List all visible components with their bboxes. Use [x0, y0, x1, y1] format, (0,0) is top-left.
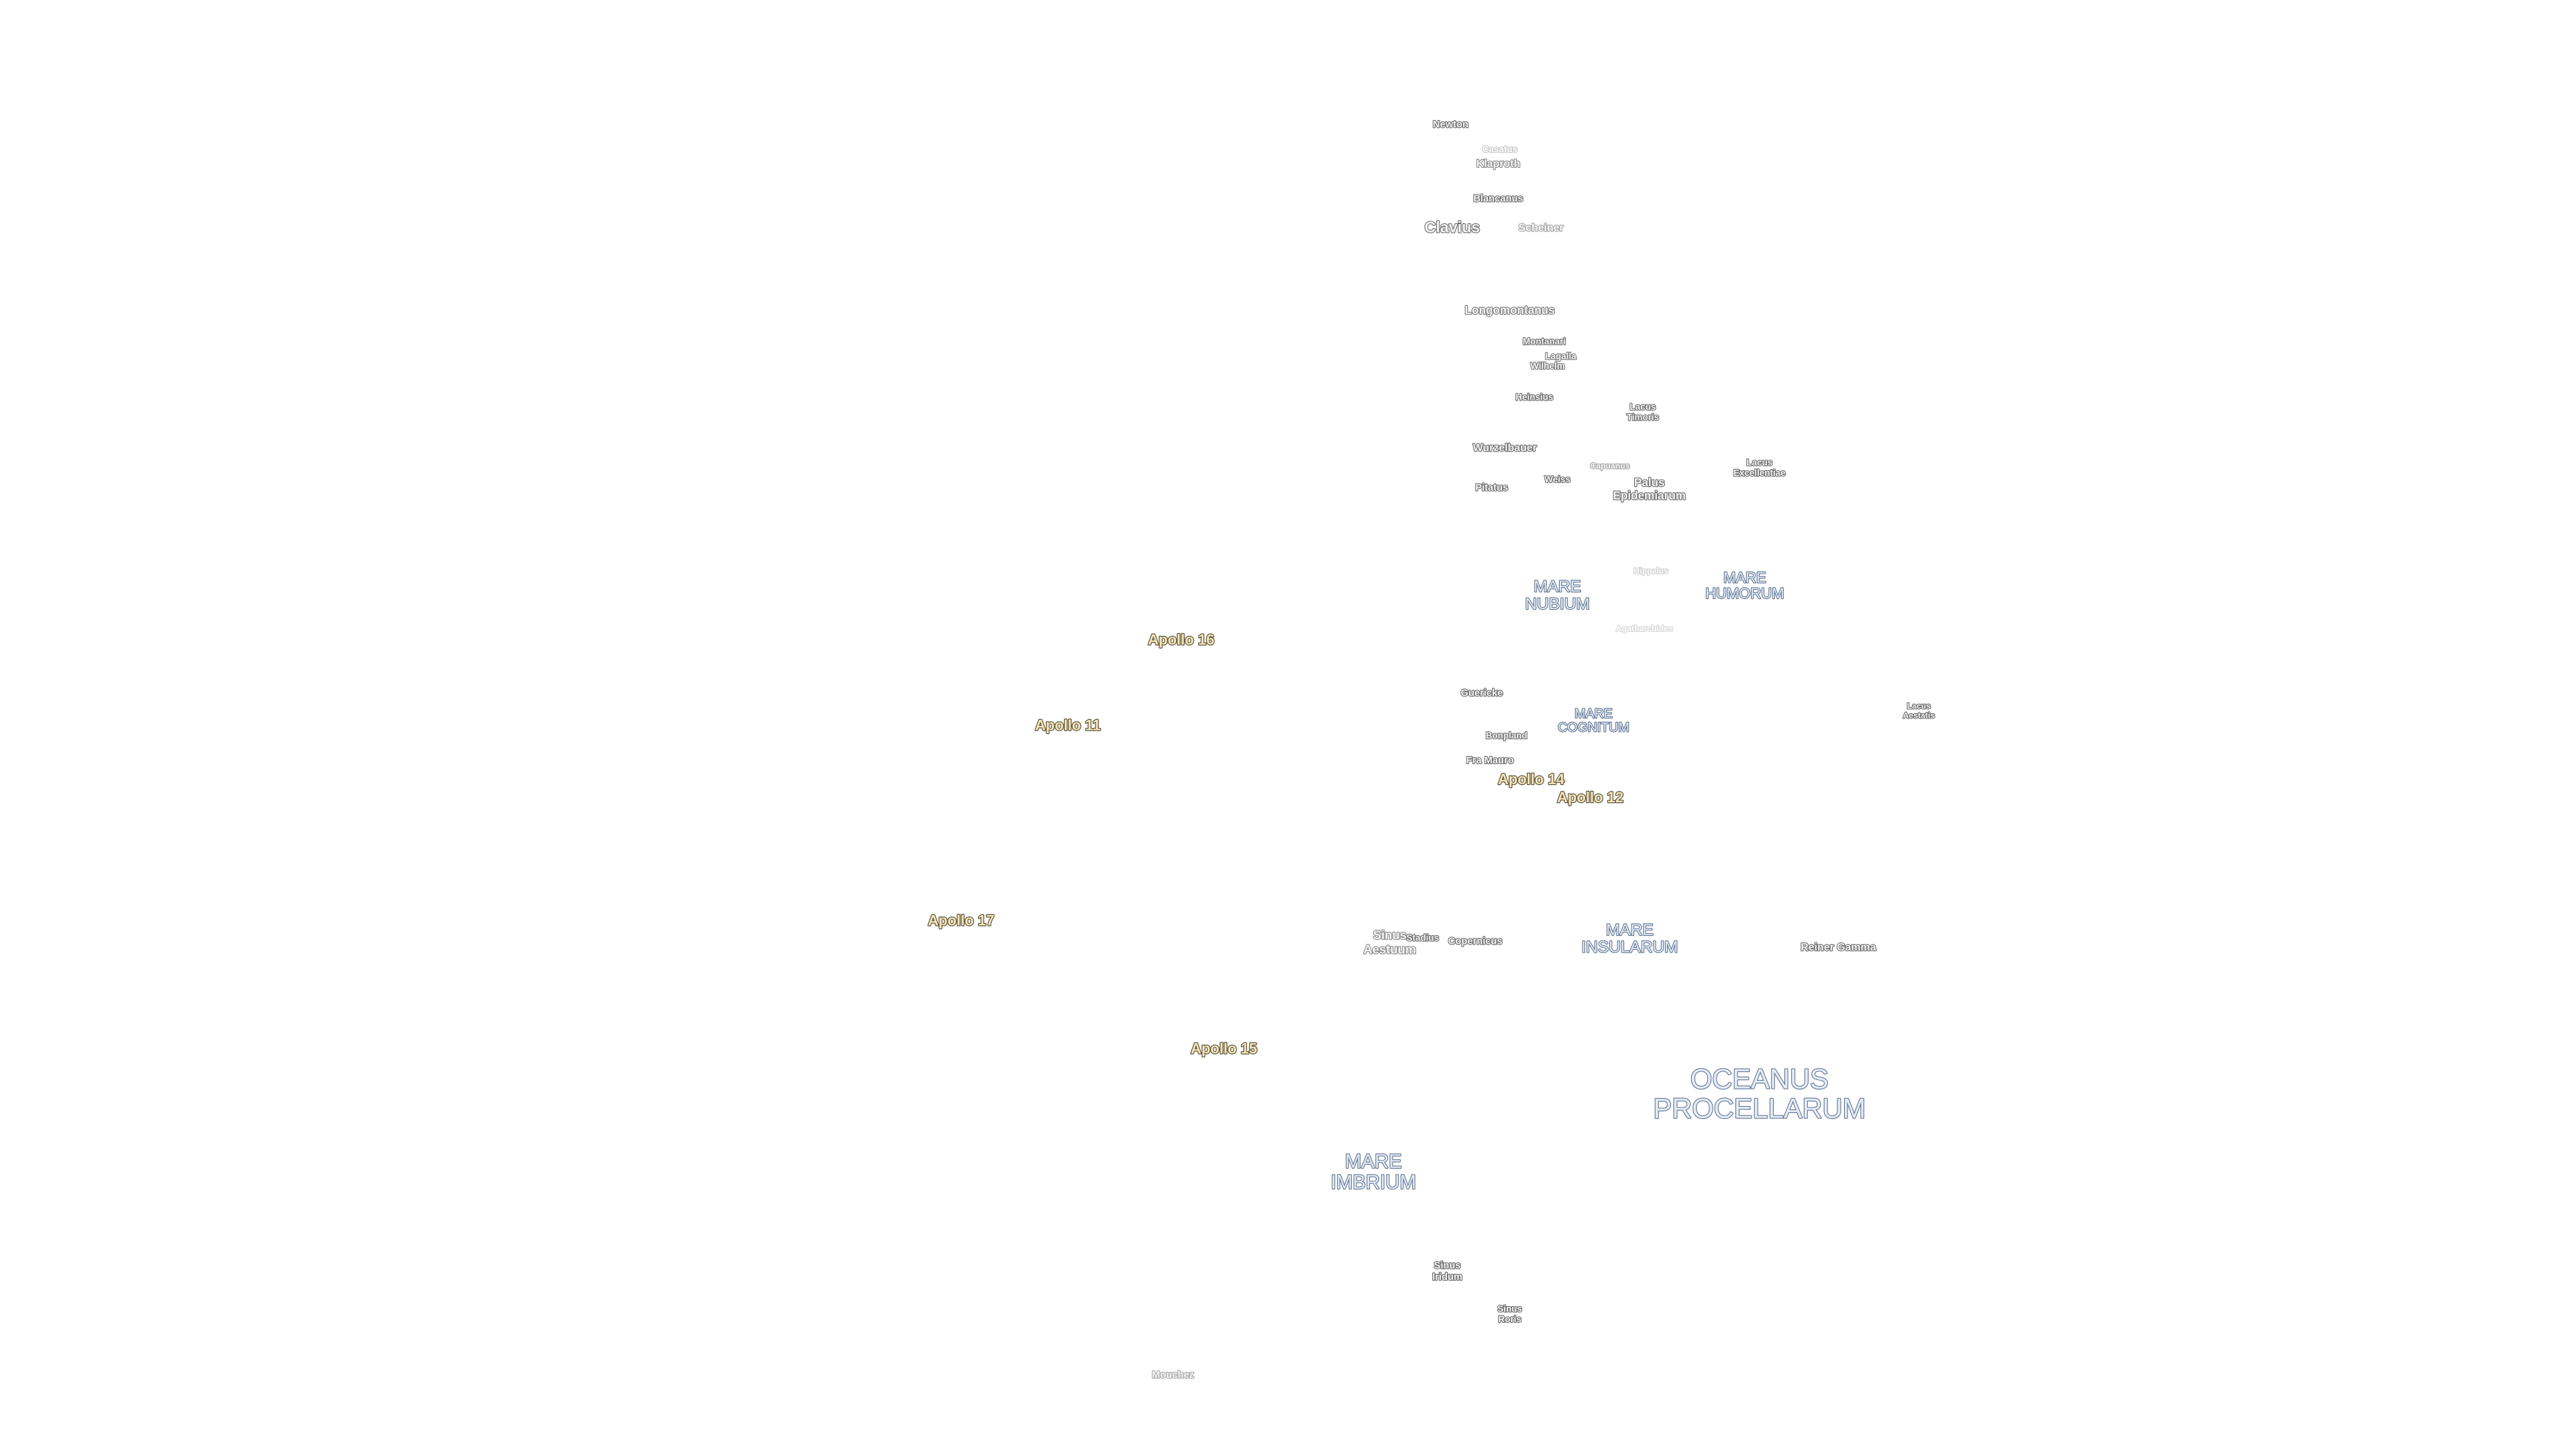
feature-label-line: Bonpland	[1486, 731, 1527, 741]
feature-label: Montanari	[1523, 336, 1566, 346]
feature-label-line: Lagalla	[1545, 351, 1576, 361]
feature-label-line: Klaproth	[1477, 158, 1520, 170]
feature-label: Copernicus	[1448, 936, 1503, 947]
mare-label-line: MARE	[1606, 921, 1654, 939]
feature-label-line: Palus	[1634, 475, 1665, 488]
mare-label-line: COGNITUM	[1558, 720, 1629, 735]
mare-label: MARE NUBIUM	[1525, 578, 1590, 614]
feature-label: Weiss	[1544, 474, 1570, 484]
feature-label-line: Lacus	[1746, 458, 1772, 468]
feature-label: Newton	[1433, 119, 1468, 130]
mare-label-line: PROCELLARUM	[1653, 1092, 1866, 1124]
feature-label: Palus Epidemiarum	[1613, 475, 1686, 502]
feature-label-line: Iridum	[1432, 1272, 1462, 1283]
feature-label-line: Aestatis	[1903, 711, 1935, 720]
feature-label-line: Lacus	[1630, 402, 1656, 412]
feature-label-line: Sinus	[1497, 1303, 1522, 1313]
feature-label: Mouchez	[1152, 1370, 1194, 1381]
feature-label: Heinsius	[1515, 392, 1553, 402]
feature-label: Guericke	[1461, 688, 1503, 698]
feature-label-line: Sinus	[1434, 1260, 1461, 1271]
feature-label-line: Reiner Gamma	[1801, 942, 1876, 953]
feature-label-line: Newton	[1433, 119, 1468, 130]
mare-label: MARE COGNITUM	[1558, 706, 1629, 735]
feature-label: Hippalus	[1633, 566, 1668, 576]
feature-label-line: Aestuum	[1364, 942, 1417, 956]
mare-label-line: NUBIUM	[1525, 595, 1590, 613]
apollo-site-label: Apollo 16	[1148, 631, 1214, 648]
mare-label-line: MARE	[1723, 570, 1766, 586]
mare-label-line: MARE	[1574, 706, 1613, 721]
feature-label: Fra Mauro	[1466, 755, 1514, 766]
feature-label-line: Heinsius	[1515, 392, 1553, 402]
mare-label-line: MARE	[1534, 578, 1581, 596]
feature-label-line: Casatus	[1483, 144, 1517, 154]
mare-label-line: MARE	[1345, 1150, 1402, 1173]
feature-label-line: Agatharchides	[1616, 624, 1673, 633]
mare-label-line: OCEANUS	[1690, 1063, 1829, 1095]
feature-label-line: Scheiner	[1519, 223, 1564, 234]
feature-label-line: Fra Mauro	[1466, 755, 1514, 766]
apollo-site-label: Apollo 14	[1498, 771, 1565, 788]
feature-label: Lagalla	[1545, 351, 1576, 361]
feature-label-line: Lacus	[1907, 702, 1931, 711]
feature-label: Stadius	[1407, 932, 1440, 943]
feature-label: Sinus Aestuum	[1364, 928, 1417, 956]
feature-label-line: Blancanus	[1473, 193, 1523, 204]
feature-label: Reiner Gamma	[1801, 942, 1876, 953]
feature-label: Blancanus	[1473, 193, 1523, 204]
apollo-site-label: Apollo 17	[928, 912, 994, 929]
feature-label-line: Wilhelm	[1530, 361, 1564, 371]
feature-label: Wurzelbauer	[1473, 443, 1537, 454]
feature-label-line: Pitatus	[1475, 482, 1508, 493]
feature-label-line: Capuanus	[1590, 462, 1629, 471]
feature-label-line: Epidemiarum	[1613, 488, 1686, 502]
apollo-site-label: Apollo 12	[1557, 789, 1623, 806]
feature-label-line: Montanari	[1523, 336, 1566, 346]
feature-label-line: Sinus	[1373, 928, 1407, 942]
feature-label: Scheiner	[1519, 223, 1564, 234]
feature-label-line: Excellentiae	[1733, 468, 1786, 478]
mare-label-line: INSULARUM	[1581, 938, 1678, 957]
feature-label: Bonpland	[1486, 731, 1527, 741]
feature-label-line: Longomontanus	[1465, 303, 1555, 316]
feature-label-line: Clavius	[1425, 219, 1481, 236]
feature-label-line: Mouchez	[1152, 1370, 1194, 1381]
mare-label-line: IMBRIUM	[1331, 1171, 1416, 1193]
feature-label-line: Wurzelbauer	[1473, 443, 1537, 454]
feature-label-line: Copernicus	[1448, 936, 1503, 947]
feature-label: Lacus Timoris	[1627, 402, 1659, 422]
feature-label-line: Stadius	[1407, 932, 1440, 943]
feature-label: Lacus Excellentiae	[1733, 458, 1786, 478]
feature-label: Casatus	[1483, 144, 1517, 154]
feature-label-line: Roris	[1498, 1313, 1521, 1324]
mare-label: OCEANUS PROCELLARUM	[1653, 1063, 1866, 1124]
feature-label: Clavius	[1425, 219, 1481, 236]
feature-label: Lacus Aestatis	[1903, 702, 1935, 720]
feature-label: Longomontanus	[1465, 303, 1555, 316]
feature-label: Sinus Iridum	[1432, 1260, 1462, 1283]
feature-label: Wilhelm	[1530, 361, 1564, 371]
feature-label-line: Hippalus	[1633, 566, 1668, 576]
mare-label: MARE HUMORUM	[1705, 570, 1784, 602]
mare-label-line: HUMORUM	[1705, 585, 1784, 602]
apollo-site-label: Apollo 15	[1191, 1040, 1257, 1057]
feature-label: Klaproth	[1477, 158, 1520, 170]
mare-label: MARE INSULARUM	[1581, 921, 1678, 957]
feature-label: Pitatus	[1475, 482, 1508, 493]
feature-label: Agatharchides	[1616, 624, 1673, 633]
feature-label: Capuanus	[1590, 462, 1629, 471]
mare-label: MARE IMBRIUM	[1331, 1150, 1416, 1193]
feature-label-line: Guericke	[1461, 688, 1503, 698]
feature-label: Sinus Roris	[1497, 1303, 1522, 1324]
feature-label-line: Weiss	[1544, 474, 1570, 484]
feature-label-line: Timoris	[1627, 412, 1659, 422]
apollo-site-label: Apollo 11	[1035, 716, 1101, 733]
